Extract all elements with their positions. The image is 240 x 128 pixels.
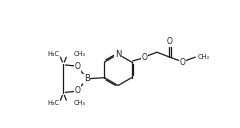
Text: H₃C: H₃C bbox=[48, 51, 60, 57]
Text: CH₃: CH₃ bbox=[73, 51, 85, 57]
Text: H₃C: H₃C bbox=[48, 100, 60, 106]
Text: O: O bbox=[141, 53, 147, 62]
Text: CH₃: CH₃ bbox=[73, 100, 85, 106]
Text: O: O bbox=[180, 58, 186, 67]
Text: O: O bbox=[167, 37, 173, 46]
Text: CH₃: CH₃ bbox=[197, 54, 209, 60]
Text: B: B bbox=[84, 74, 90, 83]
Text: N: N bbox=[115, 50, 121, 59]
Text: O: O bbox=[74, 62, 80, 71]
Text: O: O bbox=[74, 86, 80, 95]
